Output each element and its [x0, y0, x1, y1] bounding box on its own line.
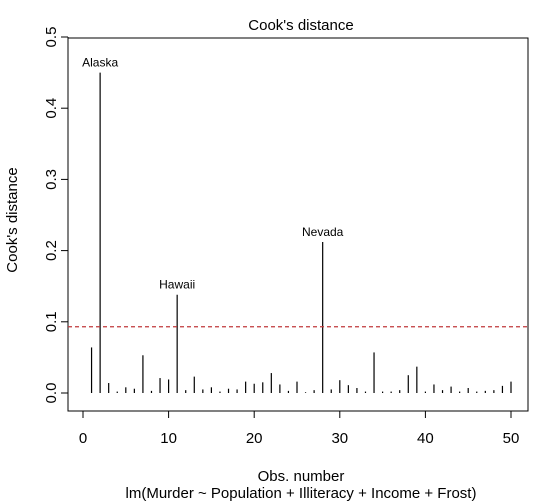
plot-frame	[67, 37, 529, 412]
y-axis-title: Cook's distance	[4, 167, 21, 272]
x-axis-title: Obs. number	[258, 468, 345, 485]
y-tick-label: 0.0	[43, 383, 60, 404]
y-tick-label: 0.2	[43, 240, 60, 261]
point-label: Alaska	[82, 56, 118, 70]
x-tick-label: 0	[79, 430, 87, 447]
x-tick-label: 50	[503, 430, 520, 447]
x-tick-label: 10	[160, 430, 177, 447]
y-axis: 0.0 0.1 0.2 0.3 0.4 0.5	[43, 27, 69, 404]
x-axis: 0 10 20 30 40 50	[79, 410, 520, 447]
chart-subtitle: lm(Murder ~ Population + Illiteracy + In…	[126, 485, 477, 502]
y-tick-label: 0.1	[43, 311, 60, 332]
y-tick-label: 0.4	[43, 98, 60, 119]
y-tick-label: 0.5	[43, 27, 60, 48]
x-tick-label: 40	[417, 430, 434, 447]
y-tick-label: 0.3	[43, 169, 60, 190]
point-annotations: Alaska Hawaii Nevada	[82, 56, 344, 292]
point-label: Nevada	[302, 225, 344, 239]
x-tick-label: 20	[246, 430, 263, 447]
needle-series	[90, 72, 512, 393]
point-label: Hawaii	[159, 278, 195, 292]
x-tick-label: 30	[331, 430, 348, 447]
chart-title: Cook's distance	[248, 17, 353, 34]
